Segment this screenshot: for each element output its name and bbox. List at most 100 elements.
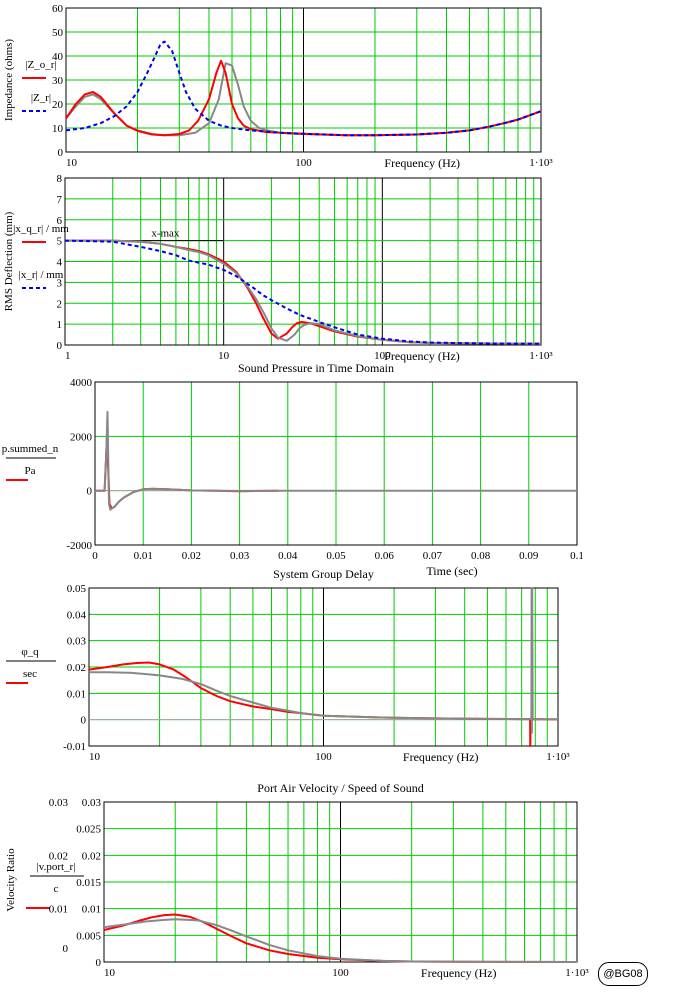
legend-label: |Z_r| xyxy=(31,92,51,104)
y-tick-label: 2 xyxy=(57,298,63,310)
series-line-gray xyxy=(89,587,559,734)
legend-label: |Z_o_r| xyxy=(25,59,56,71)
y-tick-label: 6 xyxy=(57,215,63,227)
y-tick-label: 10 xyxy=(52,123,64,135)
x-tick-label: 0.05 xyxy=(326,550,346,562)
x-tick-label: 10 xyxy=(218,350,230,362)
signature-stamp: @BG08 xyxy=(598,962,648,986)
grid xyxy=(65,178,541,345)
x-axis-label: Frequency (Hz) xyxy=(403,750,479,764)
x-tick-label: 0.1 xyxy=(570,550,584,562)
series-line-gray xyxy=(103,918,578,963)
outer-y-tick-label: 0.01 xyxy=(49,904,68,916)
y-tick-label: 0 xyxy=(58,147,64,159)
y-tick-label: 0.05 xyxy=(67,583,87,595)
series-line-blue xyxy=(65,40,542,137)
y-tick-label: 2000 xyxy=(70,431,93,443)
chart-title: System Group Delay xyxy=(273,567,374,581)
series-line-red xyxy=(65,239,542,345)
y-tick-label: 0.04 xyxy=(67,609,87,621)
x-tick-label: 0.07 xyxy=(423,550,443,562)
y-tick-label: 0 xyxy=(96,957,102,969)
x-axis-label: Time (sec) xyxy=(426,564,477,578)
y-axis-label: RMS Deflection (mm) xyxy=(3,211,15,311)
y-tick-label: 7 xyxy=(57,194,63,206)
y-tick-label: 0.015 xyxy=(76,877,101,889)
x-tick-label: 100 xyxy=(332,967,349,979)
x-tick-label: 0.08 xyxy=(471,550,491,562)
x-tick-label: 10 xyxy=(66,157,78,169)
chart-title: Port Air Velocity / Speed of Sound xyxy=(257,781,423,795)
x-axis-label: Frequency (Hz) xyxy=(384,349,460,363)
plot-frame xyxy=(64,177,542,346)
y-tick-label: 30 xyxy=(52,75,64,87)
x-axis-label: Frequency (Hz) xyxy=(421,966,497,980)
x-tick-label: 0.01 xyxy=(134,550,153,562)
y-tick-label: 4 xyxy=(57,257,63,269)
outer-y-tick-label: 0.02 xyxy=(49,850,68,862)
chart-groupdelay: -0.01 0 0.01 0.02 0.03 0.04 0.05 10 100 1·10³ Syst… xyxy=(6,567,570,764)
y-tick-label: 0 xyxy=(81,715,87,727)
x-tick-label: 1·10³ xyxy=(529,350,553,362)
x-tick-label: 0.06 xyxy=(375,550,395,562)
grid xyxy=(66,8,541,152)
y-tick-label: -0.01 xyxy=(63,741,86,753)
chart-portvelocity: 0 0.005 0.01 0.015 0.02 0.025 0.03 10 100 1·10³ Po… xyxy=(5,781,589,980)
y-tick-label: 0.01 xyxy=(67,688,86,700)
y-tick-label: 0.02 xyxy=(67,662,86,674)
x-tick-label: 0.09 xyxy=(519,550,539,562)
x-tick-label: 100 xyxy=(374,350,391,362)
grid xyxy=(95,382,577,545)
y-axis-unit: Pa xyxy=(25,465,36,477)
y-tick-label: 0.02 xyxy=(82,850,101,862)
y-tick-label: 4000 xyxy=(70,377,93,389)
x-tick-label: 1·10³ xyxy=(529,157,553,169)
grid xyxy=(104,802,577,962)
x-tick-label: 0 xyxy=(92,550,98,562)
plot-frame xyxy=(65,7,542,153)
y-axis-label: p.summed_n xyxy=(2,443,59,455)
y-tick-label: 60 xyxy=(52,3,64,15)
y-axis-label: Impedance (ohms) xyxy=(3,39,15,121)
series-line-blue xyxy=(64,239,542,345)
legend-label: |x_q_r| / mm xyxy=(13,223,69,235)
y-tick-label: 20 xyxy=(52,99,64,111)
y-tick-label: 3 xyxy=(57,277,63,289)
y-tick-label: 0.03 xyxy=(67,636,87,648)
x-tick-label: 0.02 xyxy=(182,550,201,562)
y-axis-label: Velocity Ratio xyxy=(5,848,17,912)
xmax-annotation: x-max xyxy=(151,228,180,240)
x-tick-label: 1·10³ xyxy=(565,967,589,979)
x-tick-label: 100 xyxy=(295,157,312,169)
y-tick-label: 8 xyxy=(57,173,63,185)
plot-frame xyxy=(94,381,578,546)
chart-title: Sound Pressure in Time Domain xyxy=(238,361,394,375)
x-tick-label: 100 xyxy=(315,751,332,763)
y-tick-label: 0.025 xyxy=(76,824,101,836)
legend-label: |x_r| / mm xyxy=(19,269,64,281)
y-tick-label: 50 xyxy=(52,27,64,39)
y-tick-label: 40 xyxy=(52,51,64,63)
plot-frame xyxy=(103,801,578,963)
x-tick-label: 0.03 xyxy=(230,550,250,562)
y-axis-unit: sec xyxy=(23,668,37,680)
y-tick-label: 0 xyxy=(57,340,63,352)
y-tick-label: 0.03 xyxy=(82,797,102,809)
x-tick-label: 1·10³ xyxy=(546,751,570,763)
x-axis-label: Frequency (Hz) xyxy=(384,156,460,170)
legend-label: c xyxy=(54,883,59,895)
y-tick-label: 0.005 xyxy=(76,930,101,942)
y-tick-label: 5 xyxy=(57,236,63,248)
y-tick-label: 0.01 xyxy=(82,904,101,916)
series-line-gray xyxy=(95,410,577,511)
x-tick-label: 0.04 xyxy=(278,550,298,562)
plot-frame xyxy=(88,587,559,747)
legend-label: |v.port_r| xyxy=(37,861,76,873)
x-tick-label: 10 xyxy=(89,751,101,763)
y-tick-label: 0 xyxy=(87,486,93,498)
x-tick-label: 1 xyxy=(65,350,71,362)
